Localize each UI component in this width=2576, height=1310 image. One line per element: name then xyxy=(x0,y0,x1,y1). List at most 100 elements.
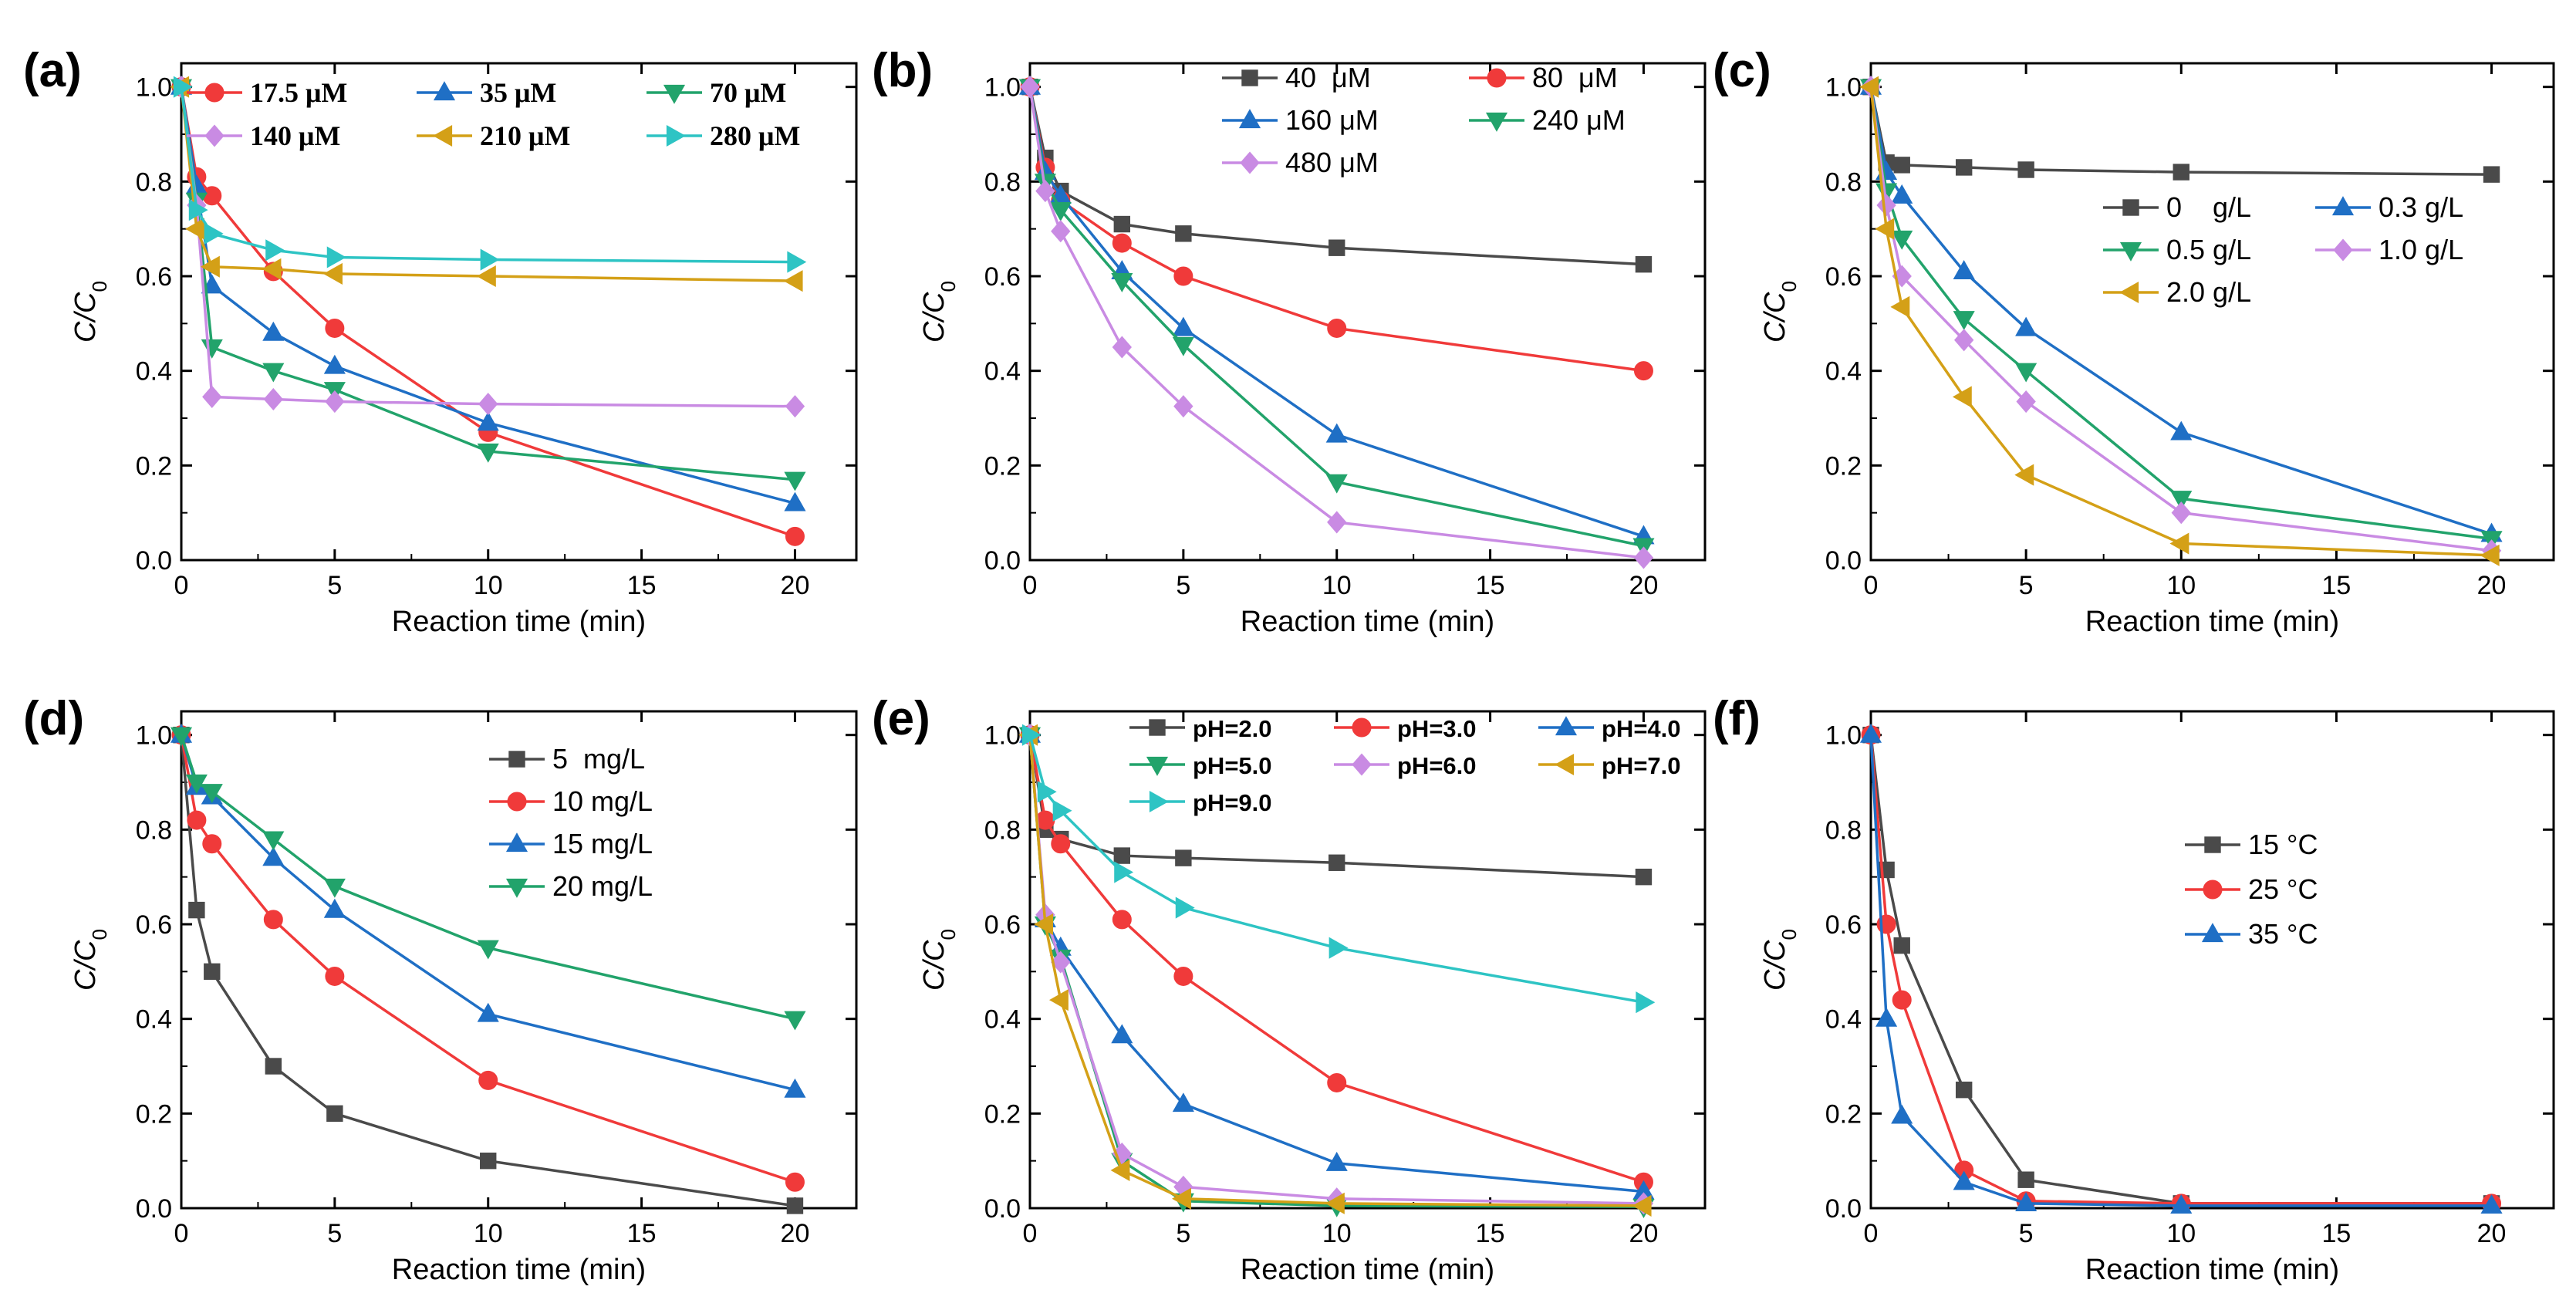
data-point xyxy=(1048,989,1069,1011)
y-axis-label: C/C0 xyxy=(918,929,960,991)
series xyxy=(1020,76,1654,569)
data-point xyxy=(1893,157,1910,174)
series-line xyxy=(180,86,796,538)
x-tick-label: 0 xyxy=(174,1219,189,1248)
series xyxy=(1861,725,2502,1214)
legend-label: pH=5.0 xyxy=(1193,752,1272,779)
data-point xyxy=(265,1058,282,1075)
legend-item: 70 μM xyxy=(647,77,786,108)
data-point xyxy=(1110,1159,1130,1181)
x-axis-label: Reaction time (min) xyxy=(2085,1254,2339,1286)
data-point xyxy=(262,846,285,866)
legend-item: 25 °C xyxy=(2185,873,2318,905)
data-point xyxy=(1051,834,1071,854)
y-tick-label: 1.0 xyxy=(136,73,172,103)
data-point xyxy=(1172,1187,1191,1210)
data-point xyxy=(262,363,285,383)
legend-marker xyxy=(1149,790,1169,813)
data-point xyxy=(201,784,223,804)
panel-label: (b) xyxy=(872,44,933,97)
legend-item: 160 μM xyxy=(1222,104,1379,136)
legend-item: 5 mg/L xyxy=(489,743,645,775)
data-point xyxy=(477,1002,499,1022)
legend-marker xyxy=(2119,241,2142,262)
y-tick-label: 0.2 xyxy=(136,1099,172,1129)
x-tick-label: 10 xyxy=(2166,1219,2196,1248)
panel-label: (d) xyxy=(23,692,84,745)
series-line xyxy=(1869,734,2492,1205)
chart-panel: (c) 0 5 10 15 20 0.0 0.2 0.4 0.6 0.8 1.0 Reaction ti… xyxy=(1713,44,2555,638)
data-point xyxy=(1635,255,1653,273)
y-tick-label: 0.2 xyxy=(984,451,1021,481)
x-tick-label: 5 xyxy=(2019,1219,2034,1248)
data-point xyxy=(477,443,499,463)
data-point xyxy=(2173,164,2189,181)
legend-item: 40 μM xyxy=(1222,62,1371,93)
series-line xyxy=(1028,734,1644,1183)
data-point xyxy=(2483,166,2500,183)
y-tick-label: 0.6 xyxy=(984,262,1021,292)
legend-item: 0.5 g/L xyxy=(2103,234,2251,265)
data-point xyxy=(200,255,220,278)
legend-marker xyxy=(663,84,686,104)
legend-marker xyxy=(1487,68,1507,88)
panel-label: (e) xyxy=(872,692,930,745)
legend-label: 160 μM xyxy=(1285,104,1379,136)
data-point xyxy=(784,1011,806,1031)
series xyxy=(1021,726,1653,886)
series xyxy=(1018,724,1652,1217)
legend-marker xyxy=(2204,836,2221,853)
legend-marker xyxy=(204,83,225,103)
legend-item: 240 μM xyxy=(1469,104,1626,136)
data-point xyxy=(1875,1007,1898,1027)
legend-label: 10 mg/L xyxy=(552,785,653,817)
plot-frame xyxy=(1869,710,2555,1210)
data-point xyxy=(2480,544,2500,566)
series xyxy=(1861,76,2502,562)
data-point xyxy=(1327,318,1347,338)
data-point xyxy=(785,395,805,418)
data-point xyxy=(1020,76,1040,99)
y-tick-label: 0.6 xyxy=(136,262,172,292)
data-point xyxy=(1325,474,1348,494)
data-point xyxy=(323,262,343,285)
legend-item: 35 °C xyxy=(2185,918,2318,950)
data-point xyxy=(2017,1171,2034,1188)
legend-item: 35 μM xyxy=(417,77,556,108)
x-tick-label: 20 xyxy=(1629,571,1659,600)
series-line xyxy=(1028,734,1644,1208)
y-tick-label: 0.4 xyxy=(136,1005,172,1035)
series-line xyxy=(1869,86,2493,535)
y-axis-label: C/C0 xyxy=(69,281,111,343)
chart-panel: (a) 0 5 10 15 20 0.0 0.2 0.4 0.6 0.8 1.0 Reaction ti… xyxy=(23,44,858,638)
legend-marker xyxy=(1241,69,1258,86)
data-point xyxy=(325,966,345,986)
legend-label: 1.0 g/L xyxy=(2378,234,2463,265)
x-axis-label: Reaction time (min) xyxy=(1241,606,1494,638)
data-point xyxy=(1633,361,1653,381)
data-point xyxy=(1329,854,1345,871)
legend-item: 1.0 g/L xyxy=(2315,234,2463,265)
x-tick-label: 0 xyxy=(1864,571,1879,600)
data-point xyxy=(323,898,346,918)
legend-marker xyxy=(2119,281,2139,304)
legend: 0 g/L 0.3 g/L 0.5 g/L 1.0 g/L 2.0 g/L xyxy=(2103,191,2463,308)
legend-label: 280 μM xyxy=(710,120,800,151)
legend-label: pH=3.0 xyxy=(1397,715,1477,742)
series-line xyxy=(1028,734,1644,1207)
legend-marker xyxy=(508,751,525,768)
legend-item: 2.0 g/L xyxy=(2103,276,2251,308)
legend-marker xyxy=(666,124,686,147)
data-point xyxy=(2015,316,2038,336)
legend-marker xyxy=(2331,196,2355,216)
x-tick-label: 10 xyxy=(474,571,503,600)
x-tick-label: 20 xyxy=(1629,1219,1659,1248)
data-point xyxy=(787,251,807,273)
legend-label: 15 °C xyxy=(2248,829,2318,860)
legend-item: 280 μM xyxy=(647,120,800,151)
data-point xyxy=(1325,423,1348,443)
data-point xyxy=(1955,159,1973,176)
data-point xyxy=(325,390,345,414)
legend-marker xyxy=(507,792,527,812)
data-point xyxy=(202,834,222,854)
